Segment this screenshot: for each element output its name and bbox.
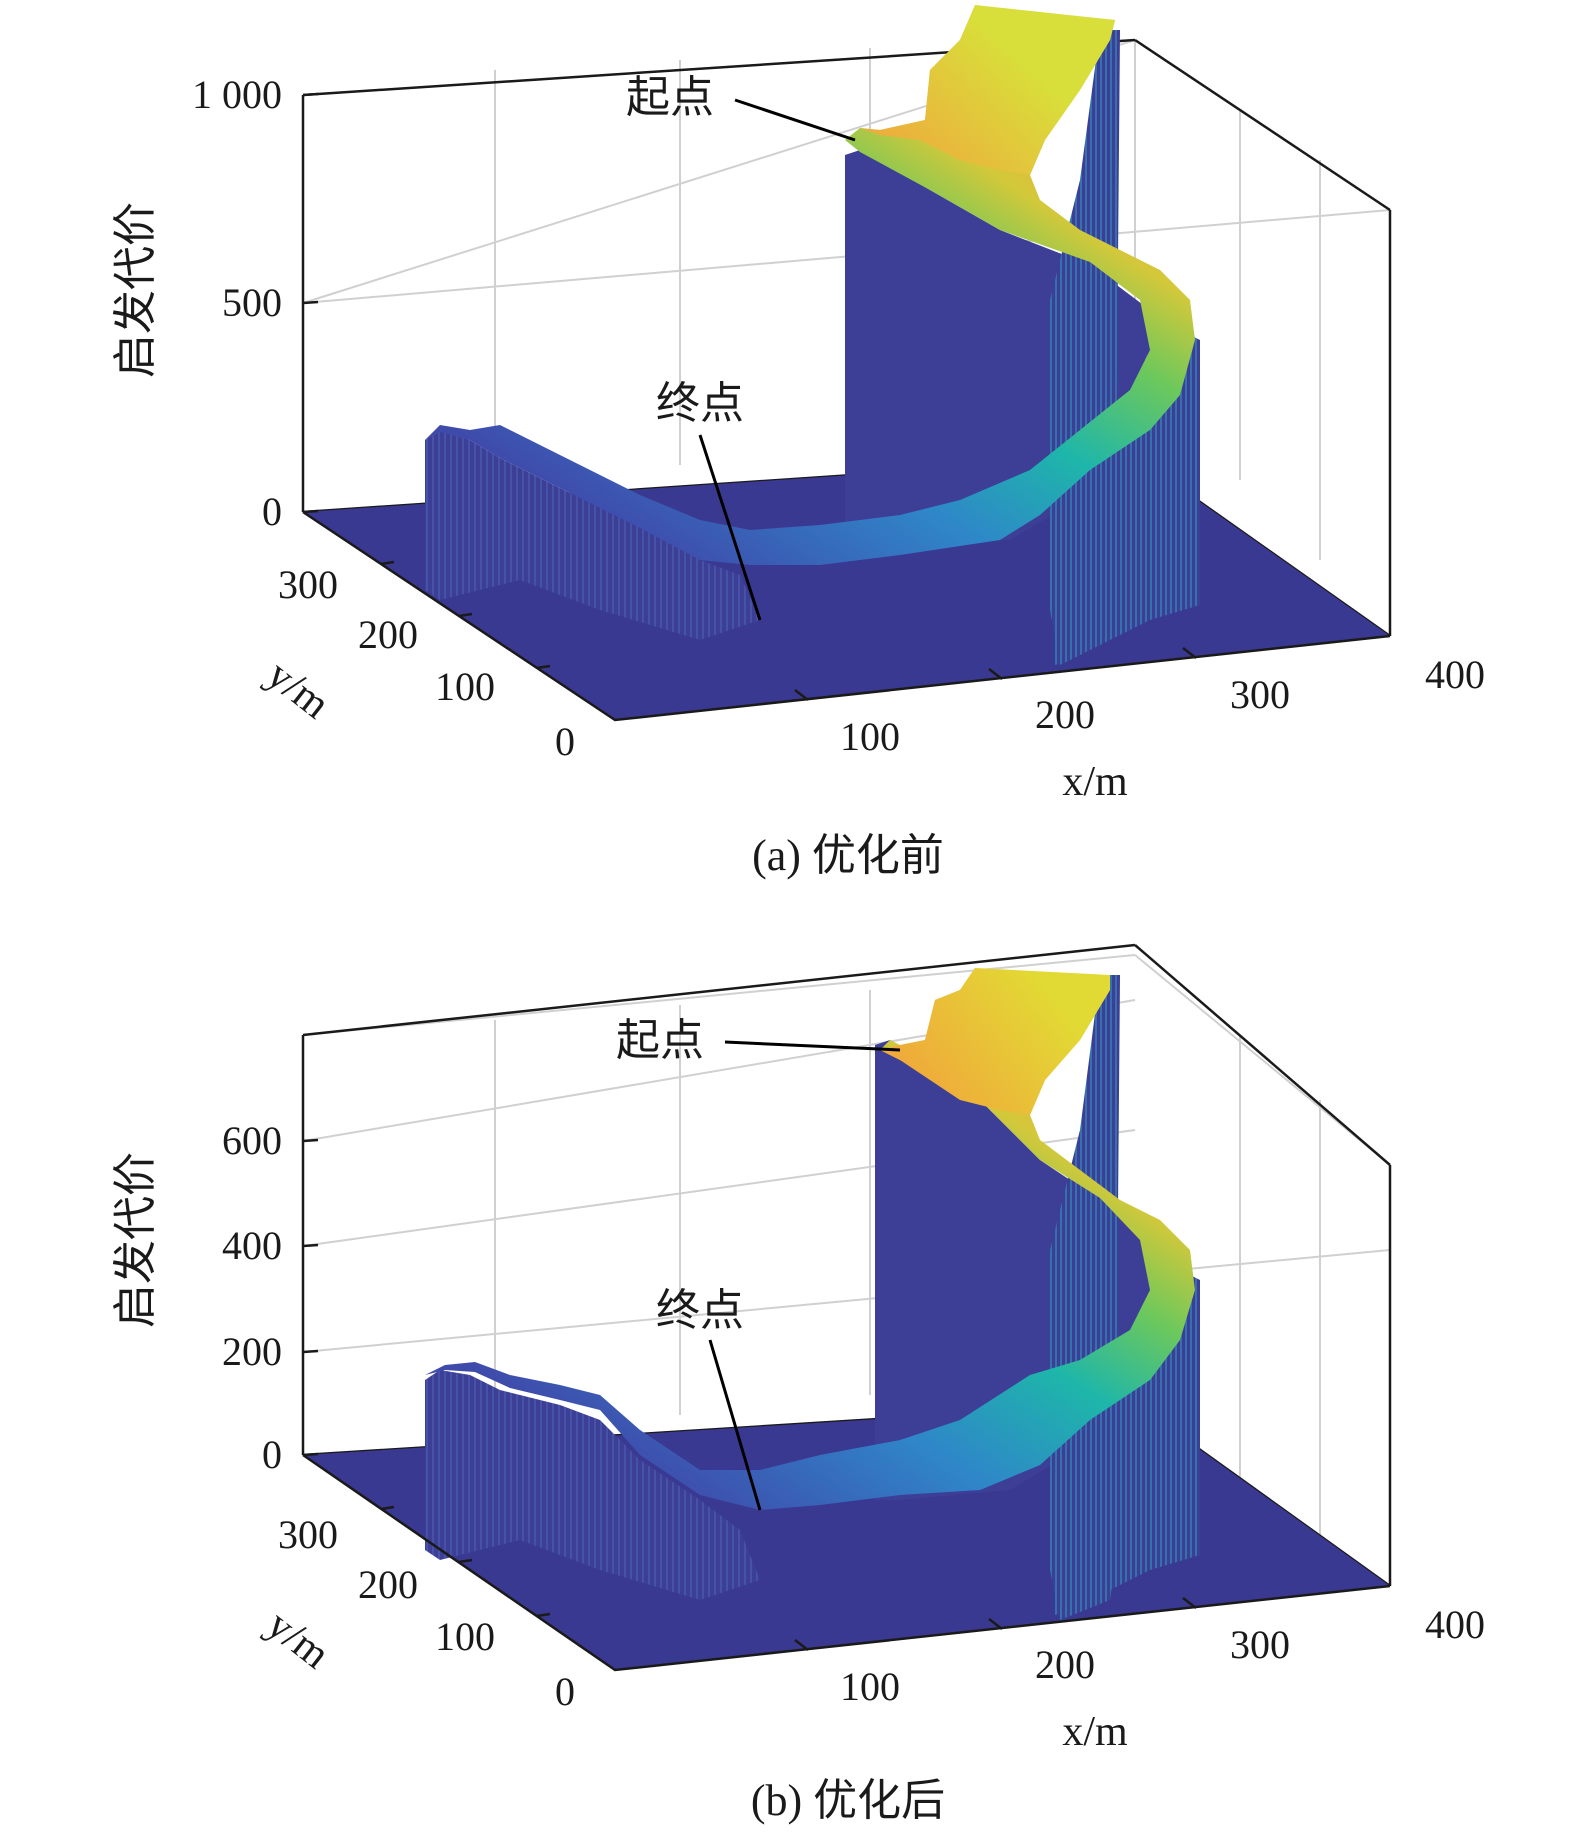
x-tick-label: 300 [1230,1622,1290,1667]
y-tick-label: 200 [358,1562,418,1607]
annotation-start: 起点 [616,1015,704,1066]
x-tick-label: 100 [840,714,900,759]
x-ticks-b [794,1597,1197,1651]
annotation-start-arrow [724,1040,901,1052]
x-axis-label: x/m [1062,759,1128,805]
annotation-start-arrow [734,98,856,142]
x-tick-label: 400 [1425,652,1485,697]
annotation-goal: 终点 [656,378,744,429]
y-axis-label: y/m [258,1602,338,1679]
y-tick-label: 300 [278,1512,338,1557]
z-tick-label: 600 [222,1118,282,1163]
z-tick-label: 1 000 [192,72,282,117]
annotation-start: 起点 [626,72,714,123]
z-axis-label: 启发代价 [110,202,161,378]
z-tick-label: 0 [262,1432,282,1477]
z-tick-label: 200 [222,1329,282,1374]
z-ticks-a [302,92,319,514]
x-tick-label: 400 [1425,1602,1485,1647]
cost-peak-b [880,968,1110,1115]
panel-a: 1 000 500 0 100 200 300 400 0 100 200 30… [110,5,1485,880]
y-tick-label: 0 [555,719,575,764]
y-tick-label: 200 [358,612,418,657]
front-axes-b [302,1453,1391,1672]
annotation-goal-arrow [698,434,762,621]
z-ticks-b [302,1138,319,1457]
x-tick-label: 100 [840,1664,900,1709]
y-ticks-b [380,1505,551,1618]
caption-b: (b) 优化后 [751,1776,945,1825]
annotation-goal-arrow [708,1339,762,1511]
x-axis-label: x/m [1062,1709,1128,1755]
left-wall-a [425,430,760,640]
x-tick-label: 200 [1035,1642,1095,1687]
y-tick-label: 100 [435,1614,495,1659]
y-tick-label: 100 [435,664,495,709]
y-tick-label: 300 [278,562,338,607]
z-axis-label: 启发代价 [110,1152,161,1328]
z-tick-label: 500 [222,280,282,325]
x-ticks-a [794,647,1197,701]
x-tick-label: 300 [1230,672,1290,717]
cost-peak-a [860,5,1115,175]
y-axis-label: y/m [258,652,338,729]
panel-b: 600 400 200 0 100 200 300 400 0 100 200 … [110,943,1485,1825]
y-ticks-a [380,560,551,670]
annotation-goal: 终点 [656,1285,744,1336]
y-tick-label: 0 [555,1669,575,1714]
left-wall-b [425,1370,760,1600]
caption-a: (a) 优化前 [752,831,944,880]
x-tick-label: 200 [1035,692,1095,737]
z-tick-label: 400 [222,1223,282,1268]
z-tick-label: 0 [262,489,282,534]
front-axes-a [302,510,1391,722]
